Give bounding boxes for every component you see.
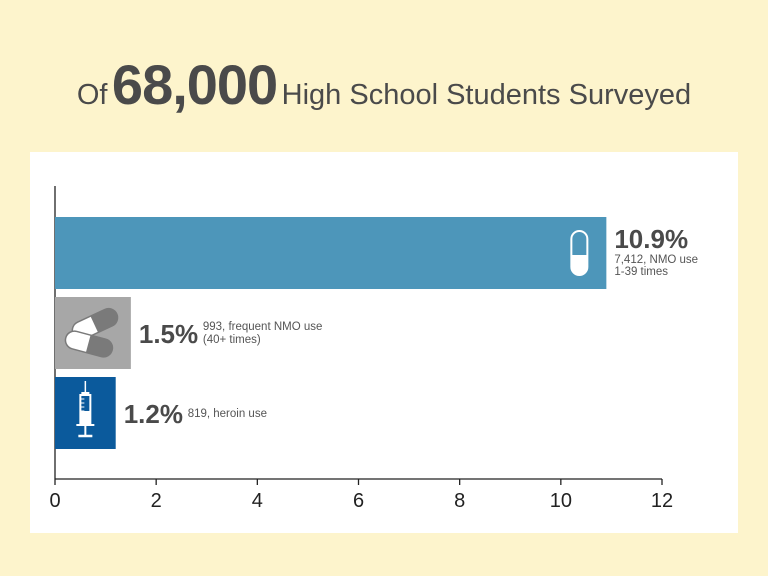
- x-tick-label: 10: [550, 490, 572, 512]
- title-number: 68,000: [111, 53, 278, 116]
- x-tick-label: 4: [252, 490, 263, 512]
- chart-title: Of 68,000 High School Students Surveyed: [0, 52, 768, 117]
- chart-panel: 0 2 4 6 8 10 12 10.9% 7,412, NMO use 1-39 times 1.…: [30, 152, 738, 533]
- data-label: 10.9%: [614, 224, 688, 254]
- x-tick-label: 0: [49, 490, 60, 512]
- pills-icon: [64, 307, 119, 358]
- x-tick-label: 12: [651, 490, 673, 512]
- syringe-icon: [76, 381, 95, 438]
- data-description: (40+ times): [203, 334, 261, 346]
- data-description: 819, heroin use: [188, 408, 267, 420]
- x-tick-label: 2: [151, 490, 162, 512]
- title-prefix: Of: [76, 79, 108, 111]
- data-label: 1.2%: [124, 399, 183, 429]
- data-description: 7,412, NMO use: [614, 254, 698, 266]
- data-label: 1.5%: [139, 319, 198, 349]
- data-description: 993, frequent NMO use: [203, 321, 323, 333]
- title-suffix: High School Students Surveyed: [281, 79, 692, 111]
- bar: [55, 217, 607, 289]
- x-tick-label: 8: [454, 490, 465, 512]
- data-description: 1-39 times: [614, 266, 668, 278]
- x-tick-label: 6: [353, 490, 364, 512]
- capsule-icon: [570, 230, 589, 276]
